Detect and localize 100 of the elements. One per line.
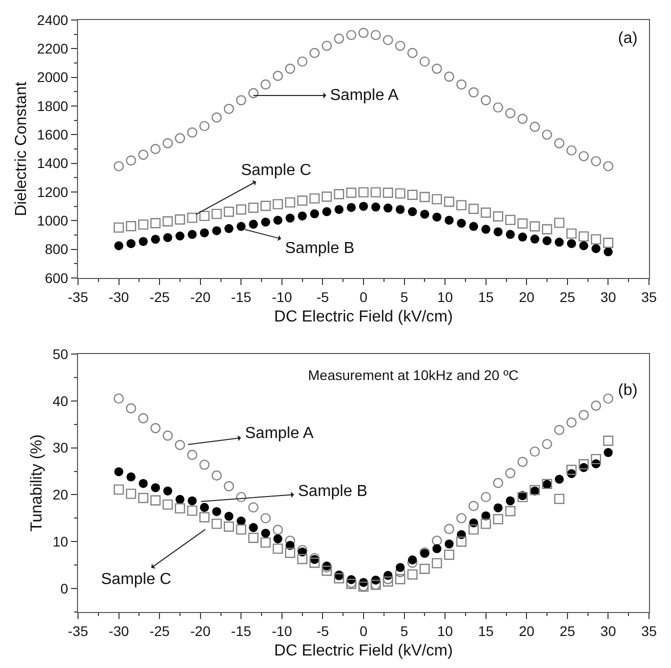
point <box>420 192 430 202</box>
point <box>126 239 136 248</box>
point <box>114 484 124 495</box>
annotation: (a) <box>618 30 638 47</box>
point <box>530 234 540 244</box>
point <box>260 200 271 211</box>
point <box>284 197 296 208</box>
x-tick-label: -15 <box>231 288 252 305</box>
point <box>603 393 614 404</box>
point <box>444 216 454 225</box>
point <box>358 187 369 198</box>
point <box>579 241 588 250</box>
x-tick-label: 35 <box>641 288 657 305</box>
x-tick-label: -15 <box>231 622 252 639</box>
point <box>530 446 540 457</box>
annotation: Sample B <box>285 240 354 257</box>
point <box>260 79 271 90</box>
point <box>188 496 197 506</box>
point <box>260 537 271 548</box>
point <box>407 569 418 580</box>
point <box>542 130 552 140</box>
point <box>236 516 246 526</box>
point <box>284 64 296 74</box>
point <box>310 209 320 218</box>
x-tick-label: 10 <box>437 622 454 639</box>
x-tick-label: 15 <box>478 622 494 639</box>
x-tick-label: -10 <box>272 622 292 639</box>
y-tick-label: 2200 <box>37 40 68 57</box>
point <box>554 138 564 148</box>
point <box>578 231 589 242</box>
point <box>114 393 124 404</box>
point <box>370 30 381 40</box>
point <box>432 536 442 546</box>
point <box>566 464 577 475</box>
point <box>150 234 160 244</box>
point <box>236 524 246 535</box>
point <box>261 218 270 227</box>
point <box>248 202 258 213</box>
point <box>174 440 186 450</box>
point <box>150 423 161 434</box>
point <box>163 233 172 242</box>
point <box>591 244 600 254</box>
point <box>297 554 308 564</box>
point <box>175 494 184 504</box>
point <box>468 87 479 98</box>
point <box>395 40 406 51</box>
point <box>224 206 234 217</box>
point <box>212 226 222 236</box>
x-tick-label: -20 <box>190 622 211 639</box>
x-tick-label: -5 <box>316 622 330 639</box>
point <box>126 221 136 232</box>
point <box>444 539 454 548</box>
point <box>480 492 491 502</box>
point <box>138 150 148 160</box>
point <box>199 120 210 132</box>
point <box>334 573 344 584</box>
y-tick-label: 50 <box>52 346 68 362</box>
x-tick-label: 15 <box>478 288 494 305</box>
point <box>297 56 308 67</box>
point <box>126 155 136 166</box>
point <box>322 207 332 216</box>
x-tick-label: 10 <box>437 288 454 305</box>
point <box>114 467 124 476</box>
x-tick-label: -30 <box>108 288 130 305</box>
point <box>554 474 564 484</box>
point <box>138 478 148 488</box>
x-tick-label: -25 <box>149 288 170 305</box>
point <box>322 191 332 202</box>
point <box>432 558 442 568</box>
point <box>224 104 234 114</box>
point <box>322 566 332 576</box>
point <box>114 222 124 233</box>
point <box>174 214 186 225</box>
point <box>224 224 234 234</box>
x-tick-label: 20 <box>518 288 535 305</box>
point <box>432 194 442 204</box>
point <box>199 210 210 222</box>
point <box>236 204 246 215</box>
point <box>359 202 368 211</box>
point <box>212 470 222 481</box>
point <box>284 548 296 558</box>
point <box>200 228 209 238</box>
point <box>187 506 198 516</box>
point <box>334 204 344 214</box>
point <box>469 222 478 231</box>
x-tick-label: 25 <box>560 288 576 305</box>
point <box>517 114 528 124</box>
point <box>554 238 564 247</box>
point <box>590 156 602 166</box>
point <box>590 454 602 464</box>
point <box>444 196 454 207</box>
point <box>408 207 417 216</box>
x-tick-label: -20 <box>190 288 211 305</box>
point <box>383 204 392 213</box>
point <box>224 522 234 532</box>
point <box>150 144 161 154</box>
point <box>517 218 528 229</box>
point <box>603 436 614 446</box>
x-tick-label: 35 <box>641 622 657 639</box>
point <box>578 151 589 162</box>
